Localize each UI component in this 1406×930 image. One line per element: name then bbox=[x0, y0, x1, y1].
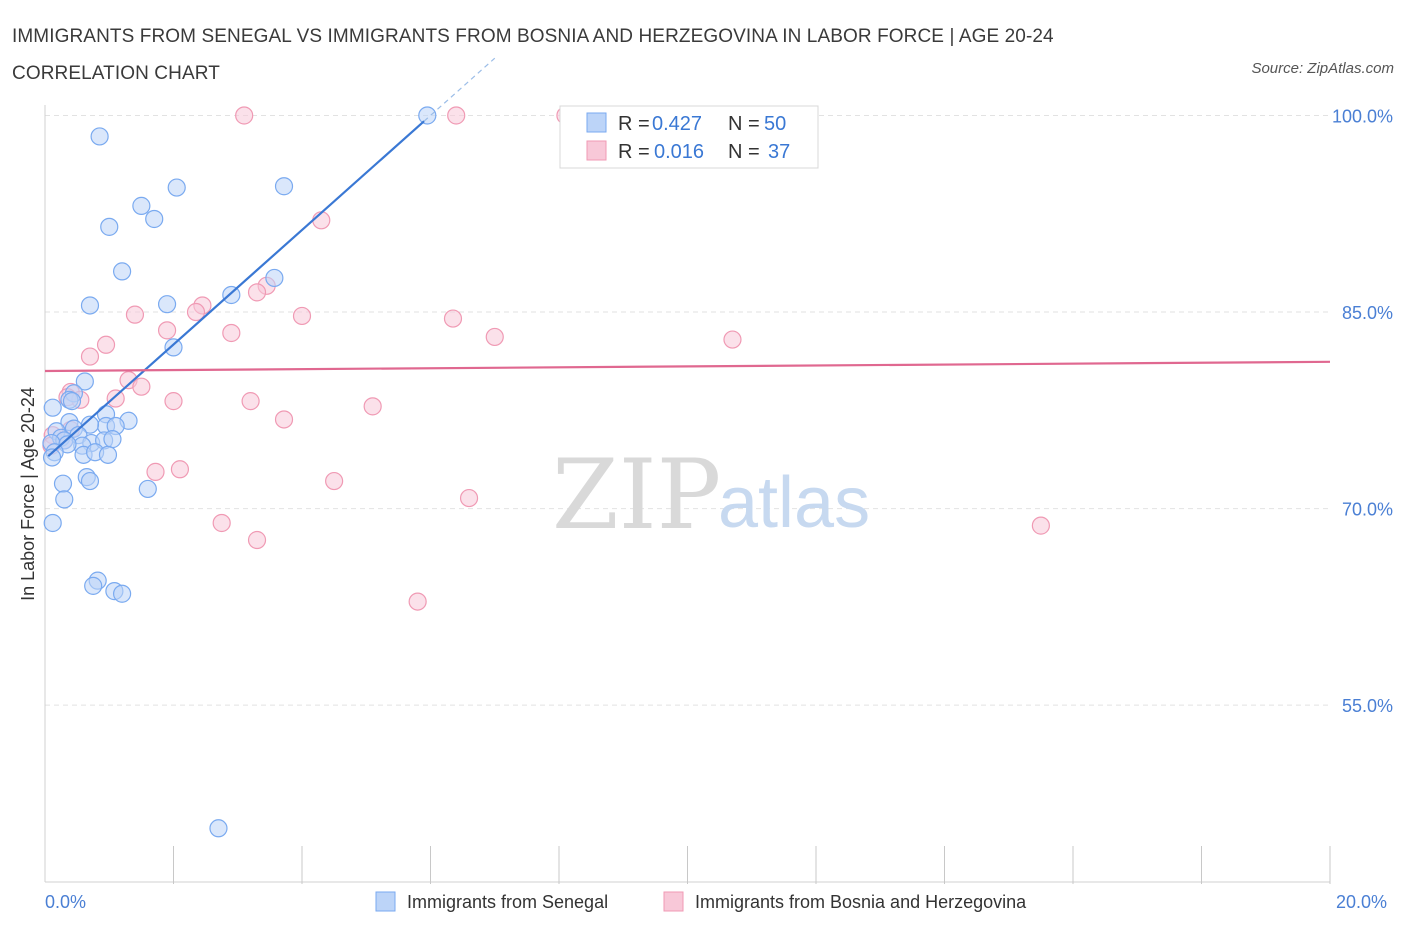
legend-r-label-bosnia: R = bbox=[618, 141, 650, 163]
bosnia-point bbox=[459, 488, 479, 508]
senegal-point bbox=[90, 127, 109, 146]
senegal-point bbox=[55, 490, 74, 509]
bosnia-point bbox=[186, 302, 206, 322]
senegal-point bbox=[209, 819, 228, 838]
bosnia-point bbox=[723, 330, 742, 349]
bosnia-point bbox=[408, 592, 427, 611]
y-axis-label: In Labor Force | Age 20-24 bbox=[18, 387, 38, 601]
bosnia-point bbox=[106, 389, 125, 408]
bosnia-point bbox=[222, 323, 241, 343]
senegal-point bbox=[84, 576, 103, 595]
bosnia-point bbox=[363, 397, 382, 416]
bosnia-point bbox=[325, 471, 344, 491]
bosnia-point bbox=[247, 530, 267, 550]
senegal-point bbox=[42, 448, 62, 467]
bosnia-point bbox=[312, 211, 331, 230]
legend-n-label-senegal: N = bbox=[728, 113, 760, 135]
bosnia-point bbox=[80, 347, 100, 366]
x-tick-label-max: 20.0% bbox=[1336, 892, 1387, 912]
y-tick-labels: 100.0% 85.0% 70.0% 55.0% bbox=[1332, 106, 1393, 716]
senegal-point bbox=[265, 268, 284, 288]
legend-r-value-senegal: 0.427 bbox=[652, 113, 702, 135]
bosnia-point bbox=[292, 306, 312, 326]
stats-legend: R = 0.427 N = 50 R = 0.016 N = 37 bbox=[559, 105, 819, 169]
senegal-point bbox=[43, 513, 62, 533]
senegal-trend-extension bbox=[423, 57, 496, 122]
senegal-point bbox=[167, 178, 186, 197]
senegal-point bbox=[103, 430, 122, 449]
senegal-point bbox=[132, 196, 151, 215]
senegal-point bbox=[98, 445, 118, 464]
bosnia-point bbox=[443, 309, 463, 328]
y-tick-label: 55.0% bbox=[1342, 696, 1393, 716]
bosnia-point bbox=[241, 392, 260, 411]
x-ticks bbox=[173, 846, 1331, 884]
legend-swatch-senegal bbox=[586, 112, 607, 133]
x-tick-label-min: 0.0% bbox=[45, 892, 86, 912]
senegal-point bbox=[138, 479, 157, 499]
senegal-point bbox=[75, 372, 94, 391]
senegal-point bbox=[145, 209, 164, 229]
senegal-point bbox=[80, 471, 100, 491]
bosnia-point bbox=[485, 327, 504, 347]
chart-title: IMMIGRANTS FROM SENEGAL VS IMMIGRANTS FR… bbox=[12, 26, 1054, 84]
bosnia-point bbox=[125, 305, 145, 324]
bosnia-point bbox=[164, 392, 183, 411]
y-tick-label: 85.0% bbox=[1342, 303, 1393, 323]
bosnia-point bbox=[157, 321, 177, 340]
bosnia-point bbox=[274, 410, 294, 429]
bosnia-point bbox=[132, 377, 151, 396]
senegal-point bbox=[100, 217, 119, 236]
watermark-atlas: atlas bbox=[718, 463, 870, 543]
legend-n-value-senegal: 50 bbox=[764, 113, 786, 135]
bosnia-point bbox=[235, 106, 254, 125]
senegal-trend-line bbox=[47, 120, 425, 457]
grid-lines bbox=[45, 114, 1330, 706]
trend-lines bbox=[44, 57, 1331, 457]
bottom-legend-swatch-senegal bbox=[375, 891, 396, 912]
y-tick-label: 100.0% bbox=[1332, 106, 1393, 126]
bottom-legend: Immigrants from Senegal Immigrants from … bbox=[375, 891, 1027, 912]
senegal-point bbox=[62, 392, 82, 411]
watermark: ZIP atlas bbox=[552, 439, 870, 551]
bosnia-point bbox=[170, 460, 190, 479]
senegal-point bbox=[53, 474, 73, 493]
senegal-point bbox=[418, 106, 437, 125]
bosnia-point bbox=[146, 462, 165, 481]
bottom-legend-label-senegal: Immigrants from Senegal bbox=[407, 892, 608, 912]
bottom-legend-label-bosnia: Immigrants from Bosnia and Herzegovina bbox=[695, 892, 1027, 912]
legend-r-value-bosnia: 0.016 bbox=[654, 141, 704, 163]
senegal-points bbox=[42, 106, 437, 838]
senegal-point bbox=[43, 398, 62, 417]
senegal-point bbox=[164, 338, 183, 357]
legend-r-label-senegal: R = bbox=[618, 113, 650, 135]
bosnia-point bbox=[247, 283, 267, 302]
senegal-point bbox=[222, 285, 241, 305]
senegal-point bbox=[112, 262, 132, 281]
bosnia-point bbox=[212, 513, 231, 533]
legend-swatch-bosnia bbox=[586, 140, 607, 161]
bosnia-point bbox=[96, 335, 116, 354]
bosnia-point bbox=[1031, 516, 1050, 535]
senegal-point bbox=[80, 296, 100, 315]
bosnia-point bbox=[447, 106, 466, 125]
bottom-legend-swatch-bosnia bbox=[663, 891, 684, 912]
legend-n-value-bosnia: 37 bbox=[768, 141, 790, 163]
bosnia-trend-line bbox=[44, 360, 1331, 373]
senegal-point bbox=[274, 177, 294, 196]
watermark-zip: ZIP bbox=[552, 439, 721, 551]
y-tick-label: 70.0% bbox=[1342, 500, 1393, 520]
senegal-point bbox=[157, 295, 177, 314]
bosnia-points bbox=[42, 106, 1050, 611]
senegal-point bbox=[112, 584, 132, 603]
legend-n-label-bosnia: N = bbox=[728, 141, 760, 163]
source-note: Source: ZipAtlas.com bbox=[1251, 60, 1394, 77]
